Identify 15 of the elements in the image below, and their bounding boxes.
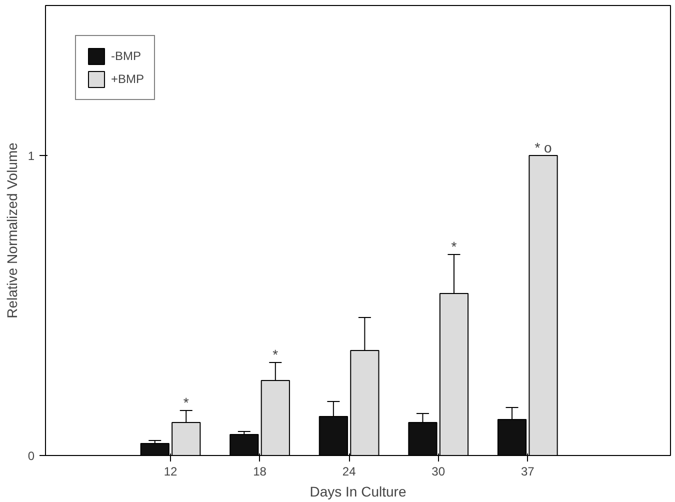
y-axis-title: Relative Normalized Volume bbox=[4, 142, 20, 318]
y-tick-label: 1 bbox=[28, 149, 35, 163]
x-tick-label: 37 bbox=[520, 464, 535, 478]
annotation: * bbox=[183, 394, 190, 410]
y-tick-label: 0 bbox=[28, 449, 35, 463]
x-tick-label: 18 bbox=[253, 464, 267, 478]
x-tick-label: 24 bbox=[342, 464, 356, 478]
legend-label: -BMP bbox=[111, 49, 141, 63]
legend-label: +BMP bbox=[111, 72, 144, 86]
x-tick-label: 30 bbox=[432, 464, 446, 478]
annotation: * bbox=[451, 238, 458, 254]
annotation: * o bbox=[534, 140, 552, 156]
x-tick-label: 12 bbox=[164, 464, 178, 478]
annotation: * bbox=[272, 346, 279, 362]
x-axis-title: Days In Culture bbox=[310, 484, 406, 500]
